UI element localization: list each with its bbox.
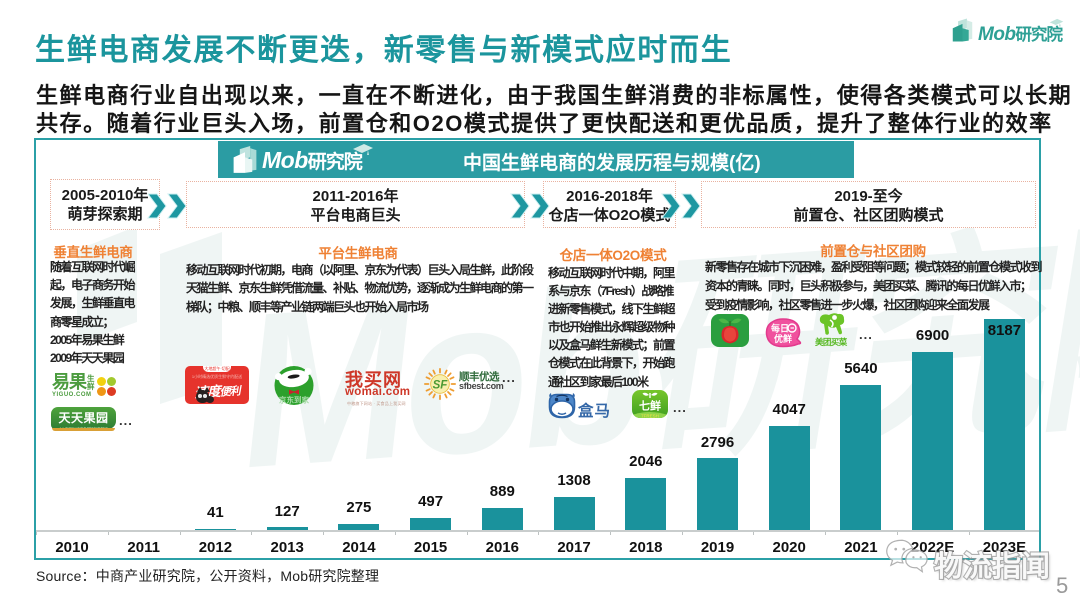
svg-text:7FRESH: 7FRESH bbox=[641, 414, 659, 419]
svg-text:每日: 每日 bbox=[771, 323, 789, 334]
svg-text:七鲜: 七鲜 bbox=[639, 399, 661, 413]
svg-text:SF: SF bbox=[433, 379, 449, 391]
svg-text:京东到家: 京东到家 bbox=[279, 395, 309, 405]
svg-text:优鲜: 优鲜 bbox=[774, 333, 792, 344]
